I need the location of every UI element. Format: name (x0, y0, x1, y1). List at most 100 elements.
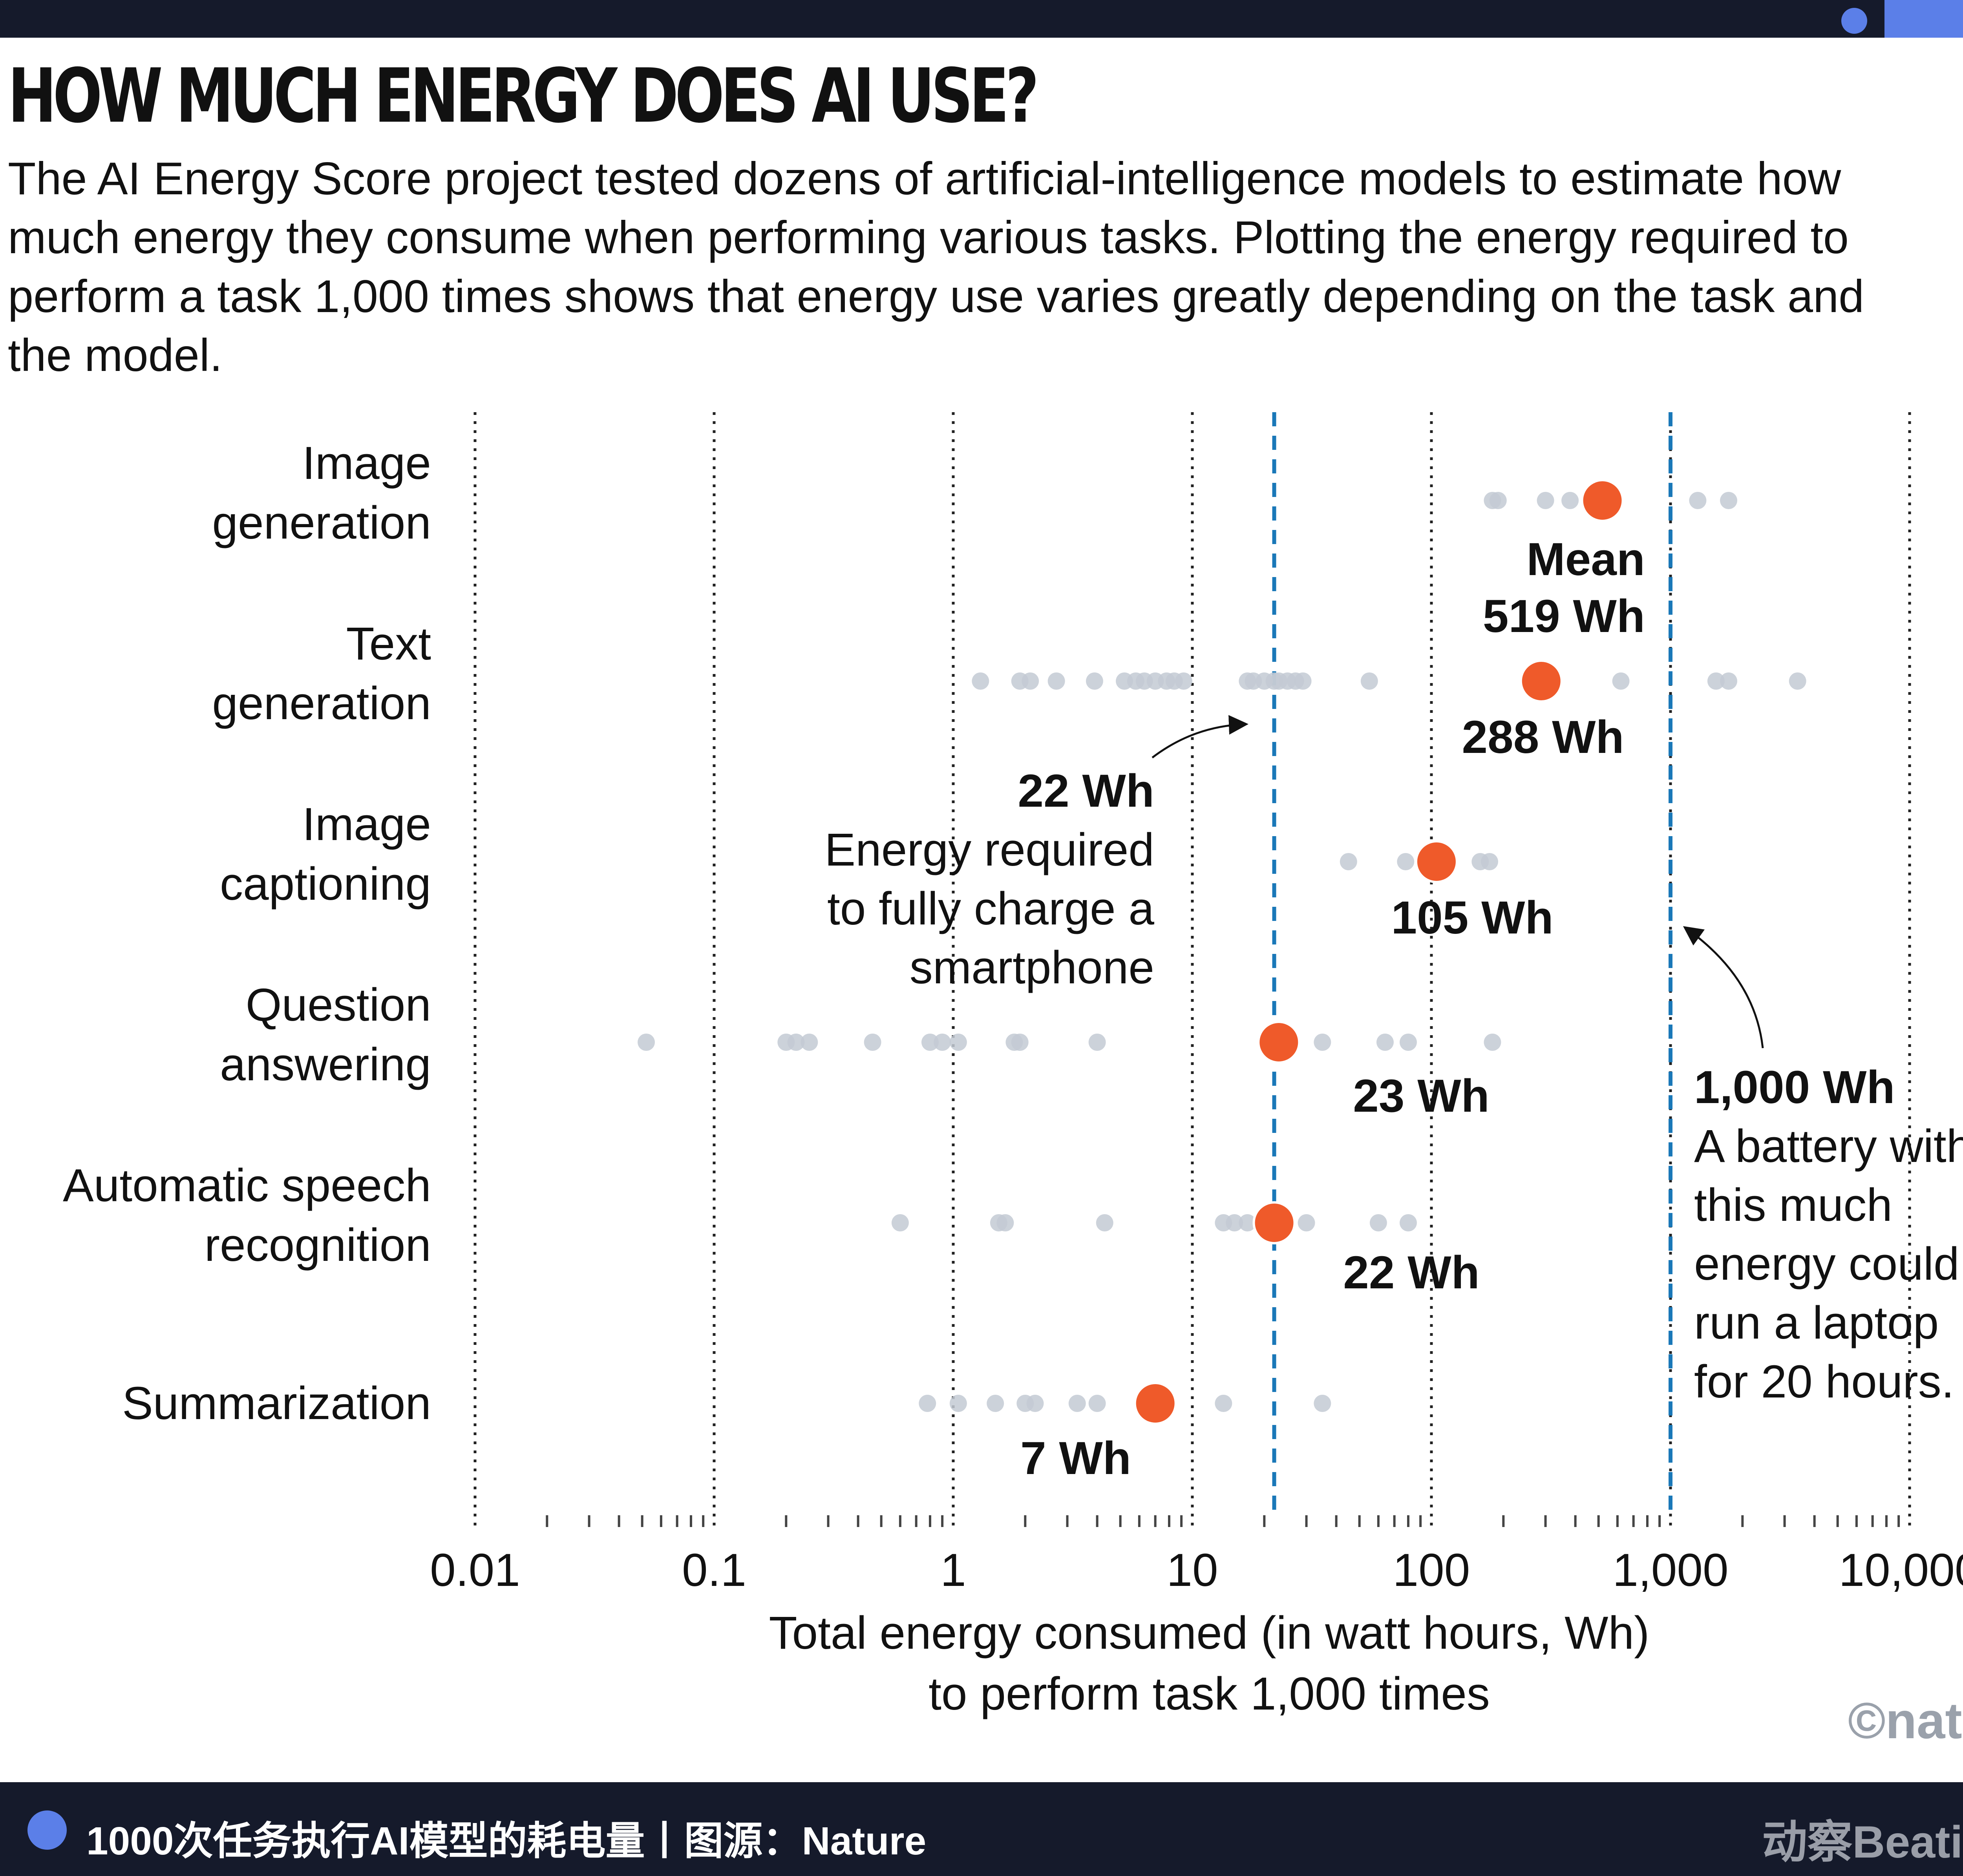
reference-annotation-text: run a laptop (1694, 1297, 1939, 1349)
model-dot (1298, 1214, 1315, 1231)
model-dot (1086, 672, 1103, 690)
mean-dot (1257, 1021, 1301, 1064)
model-dot (1484, 1034, 1501, 1051)
brand-logo: 动察Beating (1762, 1817, 1963, 1867)
mean-label: Mean (1526, 533, 1645, 585)
arrow-laptop (1683, 926, 1764, 1049)
x-axis-label-line-2: to perform task 1,000 times (928, 1668, 1490, 1720)
model-dot (919, 1395, 936, 1412)
model-dot (1026, 1395, 1044, 1412)
model-dot (1376, 1034, 1394, 1051)
caption-dot-icon (27, 1810, 67, 1850)
x-axis-label: Total energy consumed (in watt hours, Wh… (769, 1607, 1650, 1659)
model-dot (1022, 672, 1039, 690)
model-dot (801, 1034, 818, 1051)
reference-annotation-text: 22 Wh (1018, 765, 1155, 817)
nature-credit: ©nature (1848, 1692, 1963, 1743)
model-dot (1068, 1395, 1086, 1412)
model-dot (934, 1034, 951, 1051)
reference-annotation-text: to fully charge a (827, 883, 1154, 935)
task-label: recognition (205, 1219, 431, 1271)
model-dot (1239, 1214, 1256, 1231)
reference-annotation-text: 1,000 Wh (1694, 1061, 1895, 1113)
mean-dot (1133, 1382, 1177, 1425)
x-tick-label: 10,000 (1839, 1544, 1963, 1596)
mean-label: 519 Wh (1483, 590, 1645, 642)
model-dot (1707, 672, 1725, 690)
mean-dot (1519, 659, 1563, 703)
task-label: Question (246, 979, 431, 1031)
model-dot (1314, 1395, 1331, 1412)
mean-label: 105 Wh (1391, 892, 1553, 944)
task-label: Image (302, 437, 431, 489)
axis-minor-ticks (546, 1515, 1900, 1527)
mean-label: 23 Wh (1353, 1070, 1490, 1122)
mean-label: 22 Wh (1343, 1247, 1480, 1299)
model-dot (1340, 853, 1357, 870)
model-dot (1088, 1034, 1106, 1051)
mean-dots (1133, 479, 1624, 1425)
model-dot (864, 1034, 881, 1051)
model-dot (1314, 1034, 1331, 1051)
model-dot (1689, 492, 1707, 509)
task-label: Image (302, 798, 431, 850)
model-dot (1226, 1214, 1243, 1231)
reference-annotation-text: energy could (1694, 1238, 1959, 1290)
model-dot (1360, 672, 1378, 690)
model-dot (972, 672, 989, 690)
model-dot (1175, 672, 1192, 690)
task-label: Summarization (122, 1377, 431, 1429)
task-label: Text (346, 618, 431, 670)
mean-label: 288 Wh (1462, 711, 1624, 763)
mean-dot (1581, 479, 1624, 522)
model-dot (1294, 672, 1312, 690)
x-tick-label: 1 (940, 1544, 966, 1596)
task-label: generation (212, 497, 431, 549)
model-dot (1489, 492, 1507, 509)
model-dot (1537, 492, 1554, 509)
task-labels: Image generation Text generation Image captio… (63, 437, 431, 1429)
reference-lines (1272, 412, 1672, 1511)
energy-chart: 0.01 0.1 1 10 100 1,000 10,000 Image generation… (63, 412, 1963, 1743)
model-dot (1399, 1034, 1417, 1051)
model-dot (1096, 1214, 1113, 1231)
x-tick-label: 1,000 (1612, 1544, 1728, 1596)
reference-annotation-text: Energy required (824, 824, 1154, 876)
model-dot (1720, 672, 1738, 690)
model-dot (1088, 1395, 1106, 1412)
model-dot (996, 1214, 1014, 1231)
axis-tick-labels: 0.01 0.1 1 10 100 1,000 10,000 (430, 1544, 1963, 1596)
task-label: captioning (220, 858, 431, 910)
mean-dot (1415, 840, 1458, 883)
model-dot (949, 1034, 967, 1051)
reference-annotation-text: smartphone (910, 942, 1154, 994)
model-dot (1561, 492, 1579, 509)
reference-annotation-text: A battery with (1694, 1120, 1963, 1172)
x-tick-label: 100 (1393, 1544, 1470, 1596)
model-dot (1397, 853, 1415, 870)
image-caption: 1000次任务执行AI模型的耗电量丨图源：Nature (86, 1819, 927, 1863)
reference-annotation-text: this much (1694, 1179, 1892, 1231)
caption-bar: 1000次任务执行AI模型的耗电量丨图源：Nature 动察Beating (0, 1782, 1963, 1876)
x-tick-label: 0.1 (682, 1544, 746, 1596)
top-bar-accent-block (1884, 0, 1963, 38)
top-bar-dot-icon (1841, 8, 1867, 34)
reference-annotations: 22 Wh Energy required to fully charge a sma… (824, 715, 1963, 1408)
arrow-smartphone (1151, 715, 1248, 758)
x-tick-label: 0.01 (430, 1544, 520, 1596)
chart-title: HOW MUCH ENERGY DOES AI USE? (8, 53, 1039, 139)
model-dot (1720, 492, 1738, 509)
model-dots (638, 492, 1806, 1412)
model-dot (1399, 1214, 1417, 1231)
top-bar (0, 0, 1963, 38)
model-dot (987, 1395, 1004, 1412)
model-dot (1481, 853, 1499, 870)
model-dot (787, 1034, 805, 1051)
chart-subtitle: The AI Energy Score project tested dozen… (8, 153, 1864, 381)
task-label: answering (220, 1039, 431, 1091)
task-label: generation (212, 678, 431, 729)
model-dot (949, 1395, 967, 1412)
task-label: Automatic speech (63, 1160, 431, 1211)
model-dot (1789, 672, 1806, 690)
